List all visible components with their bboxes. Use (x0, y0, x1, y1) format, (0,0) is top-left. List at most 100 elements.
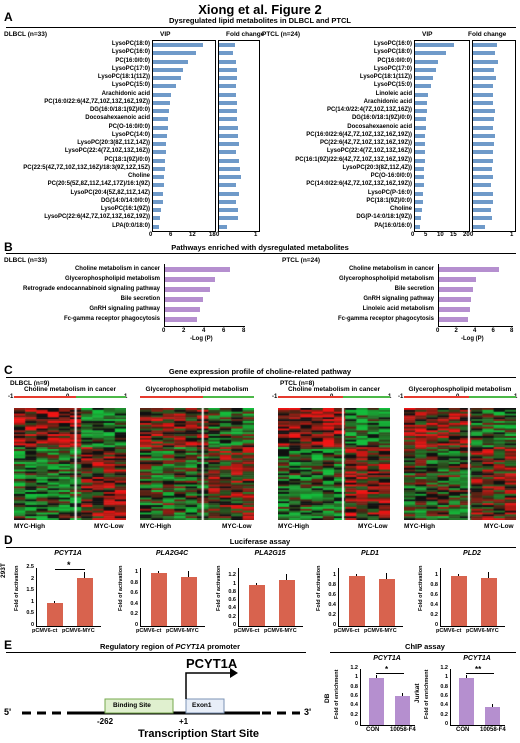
metabolite-label: LysoPC(16:0) (0, 48, 150, 56)
fc-tick-label: 1 (254, 232, 257, 238)
fc-bar (473, 175, 493, 179)
xtick-label: pCMV6-ct (234, 628, 259, 634)
pathway-label: Fc-gamma receptor phagocytosis (262, 315, 434, 323)
pathway-tick-label: 0 (162, 328, 165, 334)
metabolite-label: PC(20:5(5Z,8Z,11Z,14Z,17Z)/16:1(9Z) (0, 180, 150, 188)
pathway-bar (439, 277, 476, 282)
chip-error-bar (492, 704, 493, 707)
ytick-label: 0.2 (324, 612, 336, 618)
ytick-label: 0.6 (426, 592, 438, 598)
metabolite-label: DG(P-14:0/18:1(9Z)) (262, 213, 412, 221)
myc-low-bar (76, 396, 126, 398)
ytick-label: 0.8 (224, 589, 236, 595)
vip-bar (153, 93, 171, 97)
error-bar (356, 574, 357, 576)
metabolite-label: DG(16:0/18:1(9Z)/0:0) (0, 106, 150, 114)
luciferase-axes (338, 568, 403, 627)
chip-title: ChIP assay (340, 642, 510, 651)
fc-bar (473, 60, 498, 64)
vip-bar (415, 216, 421, 220)
chip-ytick-label: 0.2 (436, 712, 448, 718)
three-prime-label: 3' (304, 707, 311, 717)
error-bar (286, 574, 287, 580)
chip-xtick-label: 10058-F4 (390, 727, 416, 733)
luciferase-axes (238, 568, 303, 627)
gene-title: PCYT1A (36, 550, 100, 557)
metabolite-label: PC(14:0/22:4(7Z,10Z,13Z,16Z)) (262, 106, 412, 114)
chip-sig-mark: * (385, 665, 388, 674)
ytick-label: 0.6 (224, 597, 236, 603)
xtick-label: pCMV6-ct (136, 628, 161, 634)
panel-e-title: Regulatory region of PCYT1A promoter (40, 642, 300, 651)
pathway-bar (165, 297, 203, 302)
fc-bar (473, 167, 492, 171)
luciferase-bar (481, 578, 497, 626)
panel-a-dlbcl-label: DLBCL (n=33) (4, 31, 47, 38)
chip-ytick-label: 0.6 (346, 693, 358, 699)
fc-bar (473, 200, 493, 204)
pathway-label: Linoleic acid metabolism (262, 305, 434, 313)
metabolite-label: LysoPC(20:3(8Z,11Z,4Z)) (262, 164, 412, 172)
fc-bar (473, 84, 493, 88)
vip-bar (415, 200, 423, 204)
chip-ytick-label: 0.4 (436, 702, 448, 708)
panel-b-letter: B (4, 240, 13, 254)
fc-bar (473, 51, 495, 55)
chip-ytick-label: 1 (436, 674, 448, 680)
ytick-label: 1.2 (224, 572, 236, 578)
ytick-label: 0.8 (126, 580, 138, 586)
vip-bar (153, 150, 166, 154)
ytick-label: 1 (126, 569, 138, 575)
tss-position-label: +1 (179, 717, 188, 726)
vip-bar (415, 126, 426, 130)
pathway-bar (165, 287, 210, 292)
vip-bar (415, 68, 436, 72)
vip-bar (153, 142, 166, 146)
metabolite-label: Choline (0, 172, 150, 180)
panel-d-title: Luciferase assay (60, 537, 460, 546)
gene-title: PLA2G15 (238, 550, 302, 557)
heatmap-title: Choline metabolism in cancer (278, 386, 390, 393)
chip-error-bar (376, 675, 377, 678)
vip-bar (153, 117, 168, 121)
pathway-bar (165, 317, 197, 322)
vip-tick-label: 0 (149, 232, 152, 238)
group-label-low: MYC-Low (94, 523, 124, 530)
vip-tick-label: 10 (437, 232, 444, 238)
ylabel: Fold of activation (118, 565, 124, 611)
heatmap-title: Glycerophospholipid metabolism (140, 386, 254, 393)
vip-tick-label: 12 (189, 232, 196, 238)
group-label-low: MYC-Low (358, 523, 388, 530)
ytick-label: 0.2 (126, 611, 138, 617)
metabolite-label: Linoleic acid (262, 90, 412, 98)
chip-ytick-label: 0.6 (436, 693, 448, 699)
vip-tick-label: 5 (424, 232, 427, 238)
metabolite-label: LPA(0:0/18:0) (0, 222, 150, 230)
pathway-tick-label: 6 (492, 328, 495, 334)
chip-bar (369, 678, 384, 725)
luciferase-charts: PCYT1A Fold of activation * 0 0.5 1 1.5 2 2.5 pCM… (0, 550, 520, 640)
panel-b-dlbcl-label: DLBCL (n=33) (4, 257, 47, 264)
fc-bar (219, 117, 237, 121)
vip-bar (153, 68, 183, 72)
ytick-label: 0.4 (126, 601, 138, 607)
pathway-label: Bile secretion (262, 285, 434, 293)
metabolite-label: Choline (262, 205, 412, 213)
metabolite-label: LysoPC(18:1(11Z)) (262, 73, 412, 81)
vip-bar (153, 208, 161, 212)
luciferase-axes (440, 568, 505, 627)
luciferase-bar (249, 585, 265, 626)
ytick-label: 0.4 (224, 605, 236, 611)
heatmap-grid (278, 408, 390, 520)
metabolite-label: LysoPC(14:0) (0, 131, 150, 139)
fc-tick-label: 0 (470, 232, 473, 238)
vip-bar (415, 84, 431, 88)
vip-bar (153, 175, 164, 179)
pathway-axes (438, 264, 513, 327)
metabolite-label: LysoPC(22:4(7Z,10Z,13Z,16Z)) (262, 147, 412, 155)
fc-bar (219, 200, 236, 204)
metabolite-label: PC(22:5(4Z,7Z,10Z,13Z,16Z)/18:3(9Z,12Z,1… (0, 164, 150, 172)
fc-bar (219, 93, 236, 97)
fc-bar (219, 134, 238, 138)
